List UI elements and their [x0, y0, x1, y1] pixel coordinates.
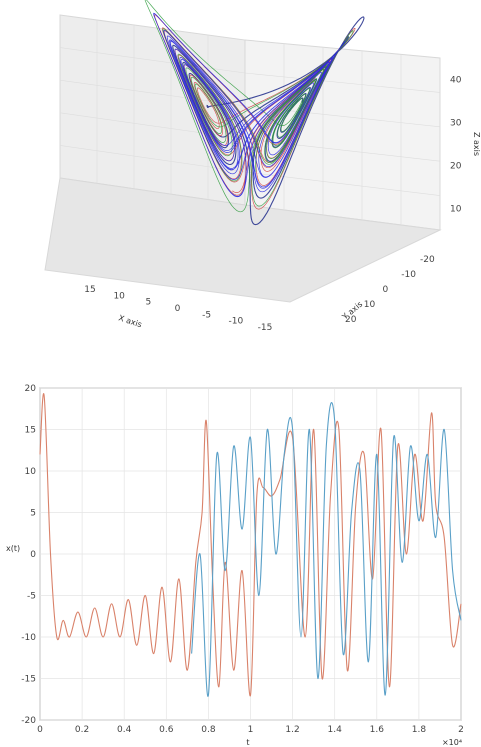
x-tick-label: 0: [37, 725, 43, 735]
x-tick-label: 1.8: [412, 725, 427, 735]
ticks-2d: 0 0.2 0.4 0.6 0.8 1 1.2 1.4 1.6 1.8 2 20 15 10 5 0 -5 -10…: [21, 384, 464, 735]
x-tick-label: 0.4: [117, 725, 132, 735]
x-tick-label: 0: [175, 304, 181, 314]
x-tick-label: 2: [458, 725, 464, 735]
y-tick-label: 0: [30, 550, 36, 560]
y-tick-label: 20: [345, 315, 357, 325]
grid-2d: [39, 387, 462, 721]
x-axis-label-2d: t: [246, 738, 249, 747]
z-tick-label: 40: [450, 76, 462, 86]
y-tick-label: -5: [27, 592, 36, 602]
series-line-1: [191, 402, 462, 697]
z-tick-label: 20: [450, 162, 462, 172]
attractor-curves: [144, 0, 365, 226]
y-tick-label: -10: [401, 270, 416, 280]
z-tick-label: 10: [450, 205, 462, 215]
y-tick-label: 0: [383, 285, 389, 295]
y-axis-label-2d: x(t): [6, 544, 20, 553]
y-tick-label: -20: [420, 255, 435, 265]
ticks-3d: 15 10 5 0 -5 -10 -15 -20 -10 0 10 20 10 20 30 40: [84, 76, 461, 334]
grid-line: [244, 171, 441, 196]
x-tick-label: 0.8: [201, 725, 216, 735]
y-tick-label: 10: [25, 467, 37, 477]
chart-2d: 0 0.2 0.4 0.6 0.8 1 1.2 1.4 1.6 1.8 2 20 15 10 5 0 -5 -10…: [6, 384, 464, 747]
grid-line: [59, 145, 246, 173]
series-line-0: [39, 393, 462, 697]
x-tick-label: -5: [202, 310, 211, 320]
y-tick-label: -10: [21, 633, 36, 643]
pane-floor: [44, 177, 442, 303]
y-tick-label: 5: [30, 509, 36, 519]
pane-back-left: [59, 14, 246, 206]
x-tick-label: 15: [84, 285, 95, 295]
x-tick-label: 1.4: [328, 725, 343, 735]
x-tick-label: 10: [113, 291, 125, 301]
chart-3d: 15 10 5 0 -5 -10 -15 -20 -10 0 10 20 10 20 30 40 X axis…: [44, 0, 481, 334]
pane-back-right: [244, 39, 441, 231]
series-lines: [39, 393, 462, 697]
y-tick-label: -15: [21, 675, 36, 685]
x-tick-label: -15: [258, 323, 273, 333]
x-tick-label: 1.6: [370, 725, 385, 735]
grid-line: [59, 47, 246, 74]
attractor-series-3: [153, 12, 346, 198]
y-tick-label: 10: [364, 300, 376, 310]
x-tick-label: 0.2: [75, 725, 89, 735]
x-tick-label: 1: [248, 725, 254, 735]
x-tick-label: 1.2: [285, 725, 299, 735]
y-tick-label: 15: [25, 426, 36, 436]
z-tick-label: 30: [450, 119, 462, 129]
grid-line: [244, 72, 441, 93]
x-tick-label: 5: [145, 298, 151, 308]
x-axis-label: X axis: [117, 313, 143, 329]
y-tick-label: -20: [21, 716, 36, 726]
x-tick-label: -10: [228, 317, 243, 327]
z-axis-label: Z axis: [472, 132, 481, 156]
y-tick-label: 20: [25, 384, 37, 394]
x-exponent-label: ×10⁴: [442, 738, 462, 747]
x-tick-label: 0.6: [159, 725, 174, 735]
